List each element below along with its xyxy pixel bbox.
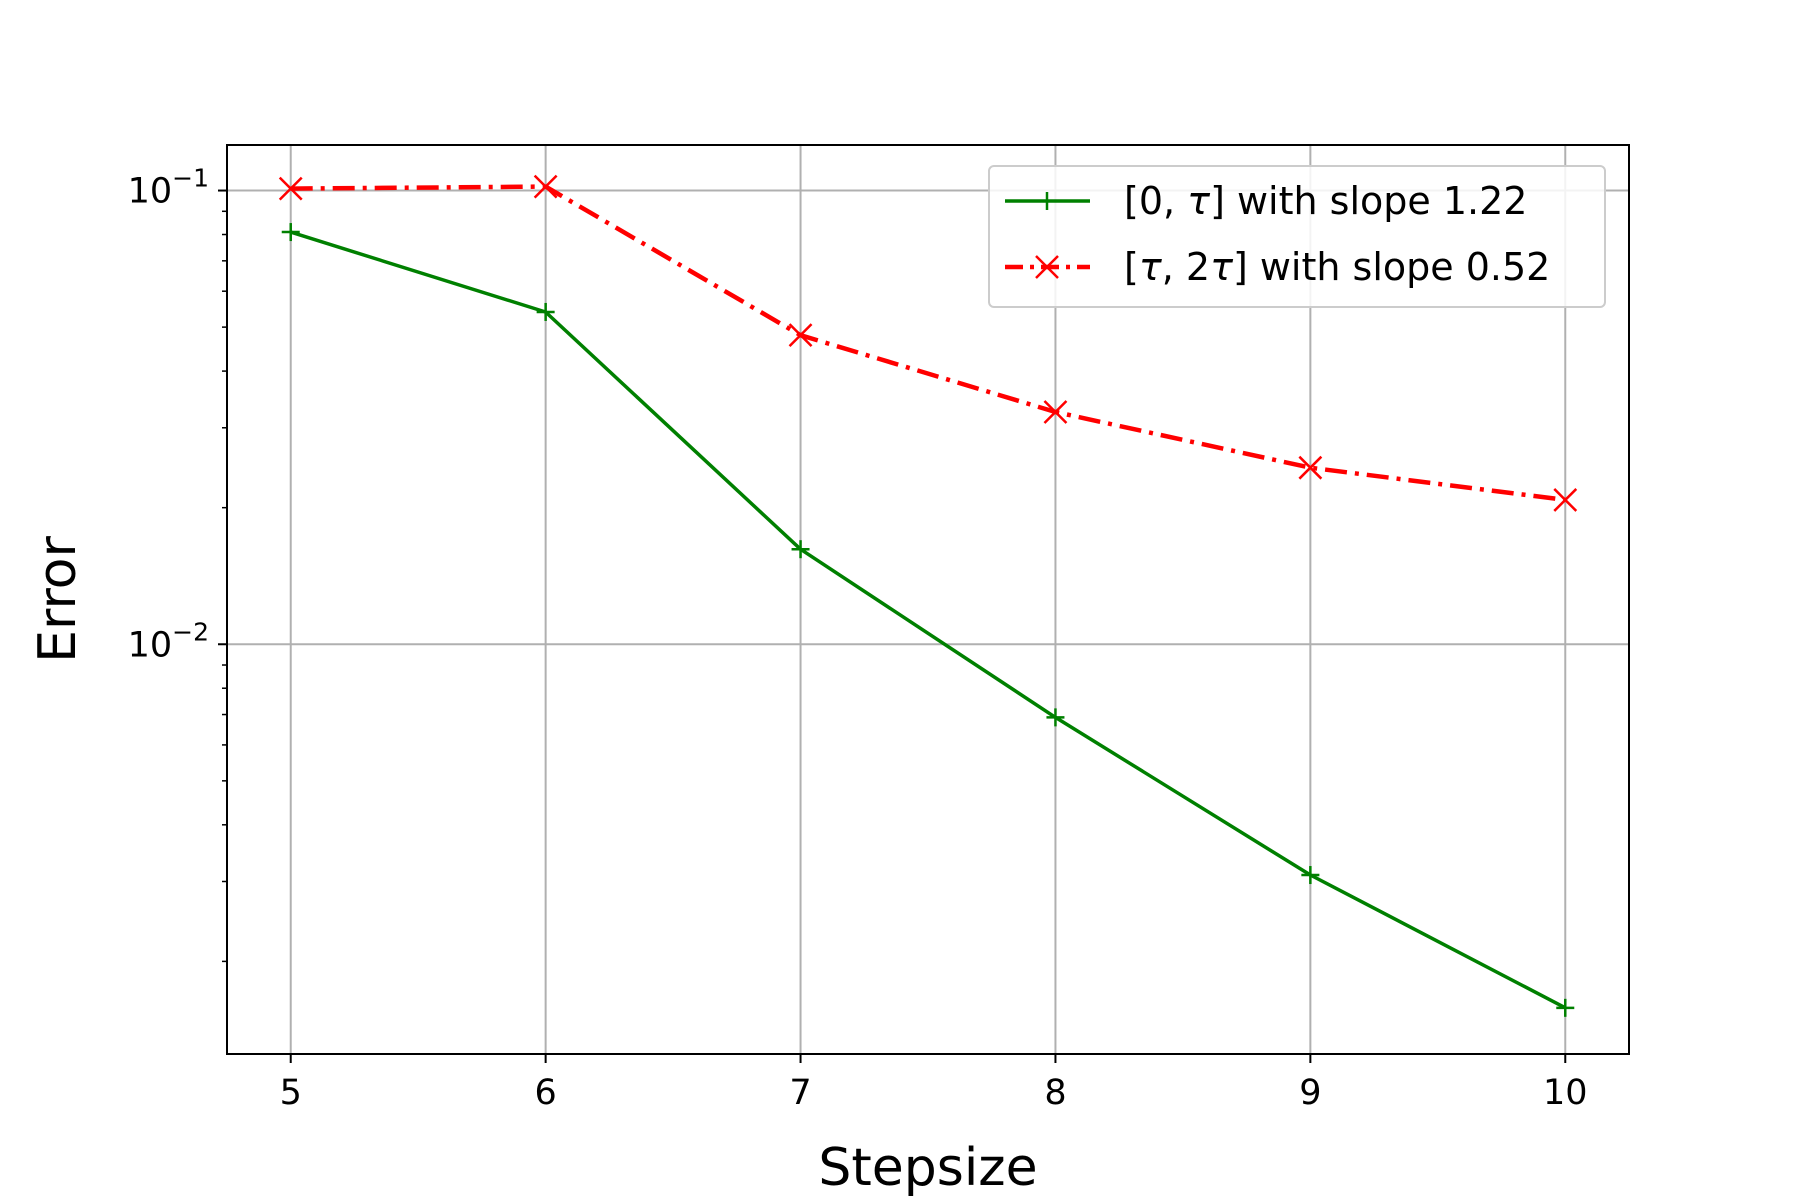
series-line-2 <box>290 184 1566 503</box>
legend: [0, τ] with slope 1.22 [τ, 2τ] with slop… <box>988 165 1606 308</box>
legend-entry-series-2: [τ, 2τ] with slope 0.52 <box>1005 245 1550 289</box>
data-point-series-2 <box>1043 400 1068 424</box>
data-point-series-1 <box>281 223 300 242</box>
x-tick-label: 7 <box>789 1073 811 1113</box>
legend-box <box>988 165 1606 308</box>
data-point-series-2 <box>1298 455 1323 480</box>
x-tick-label: 10 <box>1543 1073 1588 1113</box>
data-point-series-1 <box>536 302 555 321</box>
legend-label-series-1: [0, τ] with slope 1.22 <box>1124 179 1527 223</box>
data-point-series-1 <box>1301 866 1320 885</box>
data-point-series-1 <box>791 540 810 559</box>
x-tick-label: 5 <box>280 1073 302 1113</box>
data-point-series-2 <box>278 176 303 201</box>
series-layer <box>278 174 1578 1017</box>
x-tick-label: 8 <box>1044 1073 1066 1113</box>
data-point-series-2 <box>788 323 813 348</box>
x-axis-label: Stepsize <box>818 1138 1037 1198</box>
data-point-series-1 <box>1556 998 1575 1017</box>
plot-frame <box>226 144 1630 1055</box>
y-tick-label: 10−2 <box>128 617 209 665</box>
legend-entry-series-1: [0, τ] with slope 1.22 <box>1005 179 1527 223</box>
data-point-series-2 <box>1553 488 1578 512</box>
x-tick-label: 6 <box>534 1073 556 1113</box>
y-axis-label: Error <box>28 536 88 663</box>
ticks: 5 6 7 8 9 10 10−1 10−2 <box>128 164 1588 1113</box>
series-line-1 <box>290 230 1567 1010</box>
data-point-series-2 <box>533 174 558 199</box>
legend-label-series-2: [τ, 2τ] with slope 0.52 <box>1124 245 1550 289</box>
x-tick-label: 9 <box>1299 1073 1321 1113</box>
data-point-series-1 <box>1046 708 1065 727</box>
legend-marker-series-2 <box>1035 255 1059 279</box>
y-tick-label: 10−1 <box>128 164 209 212</box>
legend-marker-series-1 <box>1038 192 1056 210</box>
